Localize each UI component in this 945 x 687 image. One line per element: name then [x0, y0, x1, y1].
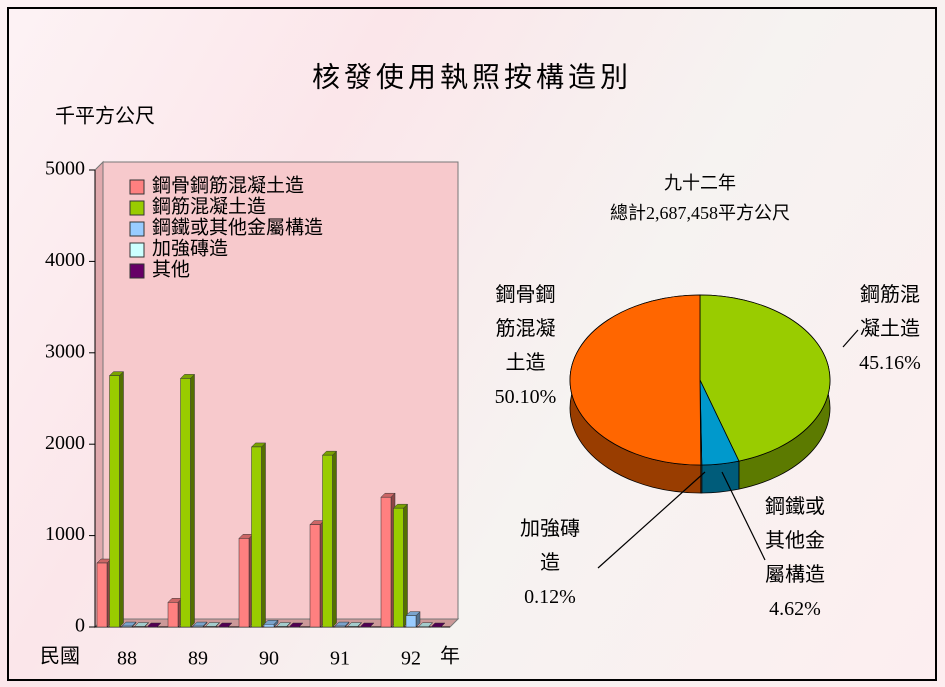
y-tick-label: 3000	[45, 340, 85, 362]
pie-label-value: 50.10%	[494, 386, 557, 408]
pie-subtitle: 九十二年	[664, 173, 736, 193]
pie-slice-side	[701, 460, 740, 494]
x-tick-label: 89	[188, 648, 208, 670]
x-axis-unit: 年	[440, 645, 460, 668]
leader-line	[842, 329, 859, 348]
pie-note: 總計2,687,458平方公尺	[610, 203, 790, 223]
pie-label-value: 4.62%	[769, 598, 821, 620]
bar	[109, 375, 120, 628]
bar	[238, 538, 250, 628]
leader-line	[721, 471, 766, 561]
pie-slice	[699, 294, 831, 462]
legend-swatch	[129, 242, 145, 258]
pie-label-value: 45.16%	[859, 352, 921, 374]
pie-label: 鋼筋混凝土造 45.16%	[845, 278, 935, 380]
legend-label: 其他	[152, 258, 190, 280]
legend-swatch	[129, 200, 145, 216]
y-tick-label: 5000	[45, 158, 85, 180]
legend-label: 加強磚造	[152, 237, 228, 259]
bar-side	[261, 442, 266, 628]
pie-label-value: 0.12%	[524, 586, 576, 608]
y-axis-label: 千平方公尺	[55, 105, 155, 128]
bar	[263, 624, 275, 628]
frame	[7, 7, 937, 681]
bar	[180, 378, 191, 628]
bar	[334, 625, 346, 628]
legend-swatch	[129, 263, 145, 279]
x-tick-label: 90	[259, 648, 279, 670]
legend-label: 鋼鐵或其他金屬構造	[152, 216, 323, 238]
y-tick-label: 1000	[45, 523, 85, 545]
bar	[121, 625, 133, 628]
bar	[393, 507, 404, 628]
bar-side	[119, 371, 124, 628]
pie-tops	[569, 294, 831, 466]
y-tick-label: 0	[75, 615, 85, 637]
plot-side-wall	[94, 160, 104, 629]
pie-label: 加強磚造 0.12%	[505, 512, 595, 614]
x-axis-label: 民國	[40, 646, 80, 668]
bar-top	[430, 622, 446, 628]
bar	[167, 602, 179, 628]
pie-label-name: 鋼鐵或其他金屬構造	[765, 496, 825, 586]
legend-label: 鋼骨鋼筋混凝土造	[152, 174, 304, 196]
bar	[380, 496, 392, 628]
bar	[405, 615, 417, 628]
leader-line	[597, 471, 706, 569]
y-tick-label: 2000	[45, 432, 85, 454]
bar	[96, 562, 108, 628]
pie-label-name: 加強磚造	[520, 518, 580, 574]
bar	[322, 454, 333, 628]
pie-label: 鋼骨鋼筋混凝土造 50.10%	[478, 278, 573, 414]
bar-side	[403, 503, 408, 628]
pie-slice	[569, 294, 702, 466]
pie-label-name: 鋼骨鋼筋混凝土造	[495, 284, 556, 374]
bar-top	[288, 622, 304, 628]
pie-label-name: 鋼筋混凝土造	[860, 284, 920, 340]
legend-label: 鋼筋混凝土造	[152, 195, 266, 217]
chart-title: 核發使用執照按構造別	[312, 61, 632, 93]
bar	[192, 625, 204, 628]
legend-swatch	[129, 221, 145, 237]
bar-side	[332, 450, 337, 628]
y-tick-label: 4000	[45, 249, 85, 271]
bar-top	[217, 622, 233, 628]
x-tick-label: 88	[117, 648, 137, 670]
legend-swatch	[129, 179, 145, 195]
x-tick-label: 91	[330, 648, 350, 670]
bar-side	[190, 373, 195, 628]
x-tick-label: 92	[401, 648, 421, 670]
bar	[251, 446, 262, 628]
bar-top	[146, 622, 162, 628]
pie-label: 鋼鐵或其他金屬構造 4.62%	[750, 490, 840, 626]
bar	[309, 524, 321, 628]
bar-top	[359, 622, 375, 628]
